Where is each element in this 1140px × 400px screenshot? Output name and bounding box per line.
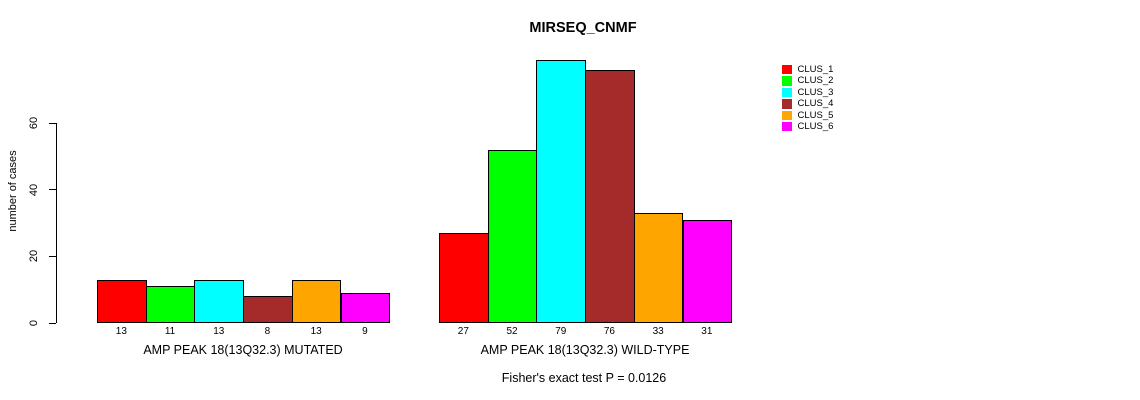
bar-value-label: 11 (164, 326, 176, 337)
bar-value-label: 13 (310, 326, 322, 337)
legend-swatch (782, 87, 792, 98)
bar-value-label: 33 (652, 326, 664, 337)
legend-swatch (782, 99, 792, 109)
y-axis-tick-label: 0 (28, 319, 40, 327)
y-axis-tick-label: 20 (28, 250, 40, 263)
legend-label: CLUS_4 (797, 98, 834, 110)
y-axis-tick-label: 40 (28, 183, 40, 196)
bar (97, 279, 147, 323)
y-axis-tick (49, 189, 56, 191)
bar (243, 296, 293, 323)
bar-value-label: 27 (457, 326, 469, 337)
legend: CLUS_1 CLUS_2 CLUS_3 CLUS_4 CLUS_5 CLUS_6 (782, 64, 833, 132)
legend-swatch (782, 110, 792, 120)
legend-item: CLUS_4 (782, 98, 833, 109)
y-axis-tick (49, 122, 56, 124)
legend-label: CLUS_5 (797, 109, 834, 121)
legend-item: CLUS_3 (782, 87, 833, 98)
bar-value-label: 9 (362, 326, 368, 337)
bar-value-label: 13 (115, 326, 127, 337)
bar (291, 279, 342, 323)
legend-swatch (782, 76, 792, 86)
legend-label: CLUS_3 (797, 86, 834, 98)
bar-value-label: 8 (264, 326, 271, 337)
y-axis-tick (49, 322, 56, 324)
fisher-test-note: Fisher's exact test P = 0.0126 (501, 371, 667, 385)
legend-label: CLUS_6 (797, 120, 834, 132)
bar (439, 233, 489, 323)
bar-value-label: 52 (506, 326, 518, 337)
legend-swatch (782, 121, 792, 132)
legend-label: CLUS_2 (797, 75, 834, 87)
bar (536, 59, 587, 323)
bar (145, 286, 196, 323)
bar (487, 149, 538, 323)
bar (194, 279, 245, 323)
bar (682, 219, 733, 323)
x-group-label-wild-type: AMP PEAK 18(13Q32.3) WILD-TYPE (480, 343, 690, 357)
legend-item: CLUS_6 (782, 121, 833, 132)
bar-value-label: 79 (555, 326, 567, 337)
legend-item: CLUS_1 (782, 64, 833, 75)
chart-title: MIRSEQ_CNMF (529, 20, 637, 36)
y-axis-label: number of cases (7, 150, 19, 232)
bar-value-label: 76 (603, 326, 615, 337)
bar (340, 293, 391, 323)
x-group-label-mutated: AMP PEAK 18(13Q32.3) MUTATED (143, 343, 343, 357)
legend-swatch (782, 64, 792, 75)
bar-value-label: 13 (213, 326, 225, 337)
legend-item: CLUS_2 (782, 75, 833, 86)
bar (585, 69, 635, 323)
y-axis-line (56, 123, 57, 323)
bar-value-label: 31 (701, 326, 713, 337)
legend-label: CLUS_1 (797, 63, 834, 75)
legend-item: CLUS_5 (782, 110, 833, 121)
bar (633, 213, 684, 323)
y-axis-tick (49, 255, 56, 257)
y-axis-tick-label: 60 (28, 116, 40, 130)
